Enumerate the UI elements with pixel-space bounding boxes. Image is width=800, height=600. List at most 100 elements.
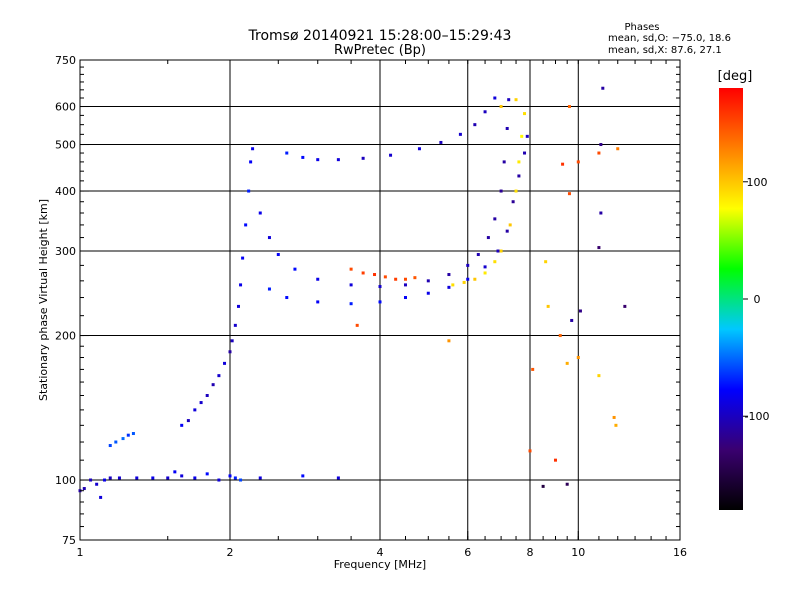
chart-title: Tromsø 20140921 15:28:00–15:29:43 bbox=[248, 28, 512, 44]
data-point bbox=[466, 277, 470, 281]
data-point bbox=[499, 189, 503, 193]
data-point bbox=[502, 160, 506, 164]
data-point bbox=[565, 482, 569, 486]
x-axis-ticks: 1 2 4 6 8 10 16 bbox=[77, 60, 687, 559]
data-point bbox=[531, 367, 535, 371]
data-point bbox=[486, 236, 490, 240]
data-point bbox=[511, 200, 515, 204]
data-point bbox=[403, 283, 407, 287]
y-tick-label: 200 bbox=[55, 330, 76, 343]
y-axis-ticks: 75 100 200 300 400 500 600 750 bbox=[55, 54, 680, 547]
data-point bbox=[614, 423, 618, 427]
data-point bbox=[483, 271, 487, 275]
data-point bbox=[597, 151, 601, 155]
x-tick-label: 10 bbox=[571, 546, 585, 559]
data-point bbox=[349, 267, 353, 271]
data-point bbox=[276, 253, 280, 257]
data-point bbox=[576, 355, 580, 359]
data-point bbox=[361, 156, 365, 160]
data-point bbox=[378, 285, 382, 289]
data-point bbox=[597, 374, 601, 378]
data-point bbox=[336, 158, 340, 162]
data-point bbox=[417, 147, 421, 151]
data-point bbox=[528, 449, 532, 453]
colorbar: [deg] 100 0 -100 bbox=[718, 69, 769, 510]
data-point bbox=[561, 162, 565, 166]
data-point bbox=[483, 110, 487, 114]
data-point bbox=[180, 474, 184, 478]
data-point bbox=[205, 394, 209, 398]
data-point bbox=[211, 383, 215, 387]
data-point bbox=[258, 211, 262, 215]
data-point bbox=[499, 105, 503, 109]
data-point bbox=[251, 147, 255, 151]
colorbar-ticks: 100 0 -100 bbox=[743, 176, 769, 423]
data-point bbox=[507, 98, 511, 102]
y-tick-label: 500 bbox=[55, 139, 76, 152]
data-point bbox=[520, 134, 524, 138]
data-point bbox=[117, 476, 121, 480]
data-point bbox=[166, 476, 170, 480]
data-point bbox=[599, 143, 603, 147]
data-point bbox=[199, 401, 203, 405]
data-points bbox=[78, 86, 627, 499]
y-tick-label: 750 bbox=[55, 54, 76, 67]
x-tick-label: 6 bbox=[464, 546, 471, 559]
y-tick-label: 600 bbox=[55, 101, 76, 114]
data-point bbox=[493, 96, 497, 100]
x-tick-label: 8 bbox=[527, 546, 534, 559]
data-point bbox=[558, 334, 562, 338]
data-point bbox=[301, 155, 305, 159]
data-point bbox=[389, 153, 393, 157]
data-point bbox=[114, 440, 118, 444]
data-point bbox=[514, 189, 518, 193]
data-point bbox=[523, 151, 527, 155]
data-point bbox=[108, 444, 112, 448]
data-point bbox=[447, 273, 451, 277]
data-point bbox=[316, 277, 320, 281]
y-tick-label: 100 bbox=[55, 474, 76, 487]
data-point bbox=[301, 474, 305, 478]
data-point bbox=[541, 484, 545, 488]
data-point bbox=[451, 283, 455, 287]
data-point bbox=[267, 287, 271, 291]
x-tick-label: 1 bbox=[77, 546, 84, 559]
data-point bbox=[623, 304, 627, 308]
data-point bbox=[413, 276, 417, 280]
data-point bbox=[505, 126, 509, 130]
stats-line-x: mean, sd,X: 87.6, 27.1 bbox=[608, 45, 722, 56]
data-point bbox=[95, 482, 99, 486]
data-point bbox=[99, 495, 103, 499]
data-point bbox=[230, 339, 234, 343]
data-point bbox=[217, 374, 221, 378]
data-point bbox=[247, 189, 251, 193]
data-point bbox=[483, 265, 487, 269]
data-point bbox=[403, 277, 407, 281]
data-point bbox=[508, 223, 512, 227]
data-point bbox=[285, 151, 289, 155]
data-point bbox=[82, 487, 86, 491]
data-point bbox=[349, 283, 353, 287]
data-point bbox=[89, 478, 93, 482]
data-point bbox=[249, 160, 253, 164]
data-point bbox=[517, 160, 521, 164]
data-point bbox=[447, 285, 451, 289]
chart-subtitle: RwPretec (Bp) bbox=[334, 43, 426, 58]
x-axis-label: Frequency [MHz] bbox=[334, 558, 426, 571]
data-point bbox=[466, 263, 470, 267]
data-point bbox=[151, 476, 155, 480]
data-point bbox=[565, 361, 569, 365]
data-point bbox=[523, 112, 527, 116]
data-point bbox=[186, 419, 190, 423]
data-point bbox=[373, 273, 377, 277]
data-point bbox=[349, 302, 353, 306]
x-tick-label: 16 bbox=[673, 546, 687, 559]
data-point bbox=[597, 246, 601, 250]
data-point bbox=[525, 134, 529, 138]
data-point bbox=[576, 160, 580, 164]
data-point bbox=[223, 361, 227, 365]
x-tick-label: 2 bbox=[227, 546, 234, 559]
data-point bbox=[383, 275, 387, 279]
data-point bbox=[462, 280, 466, 284]
